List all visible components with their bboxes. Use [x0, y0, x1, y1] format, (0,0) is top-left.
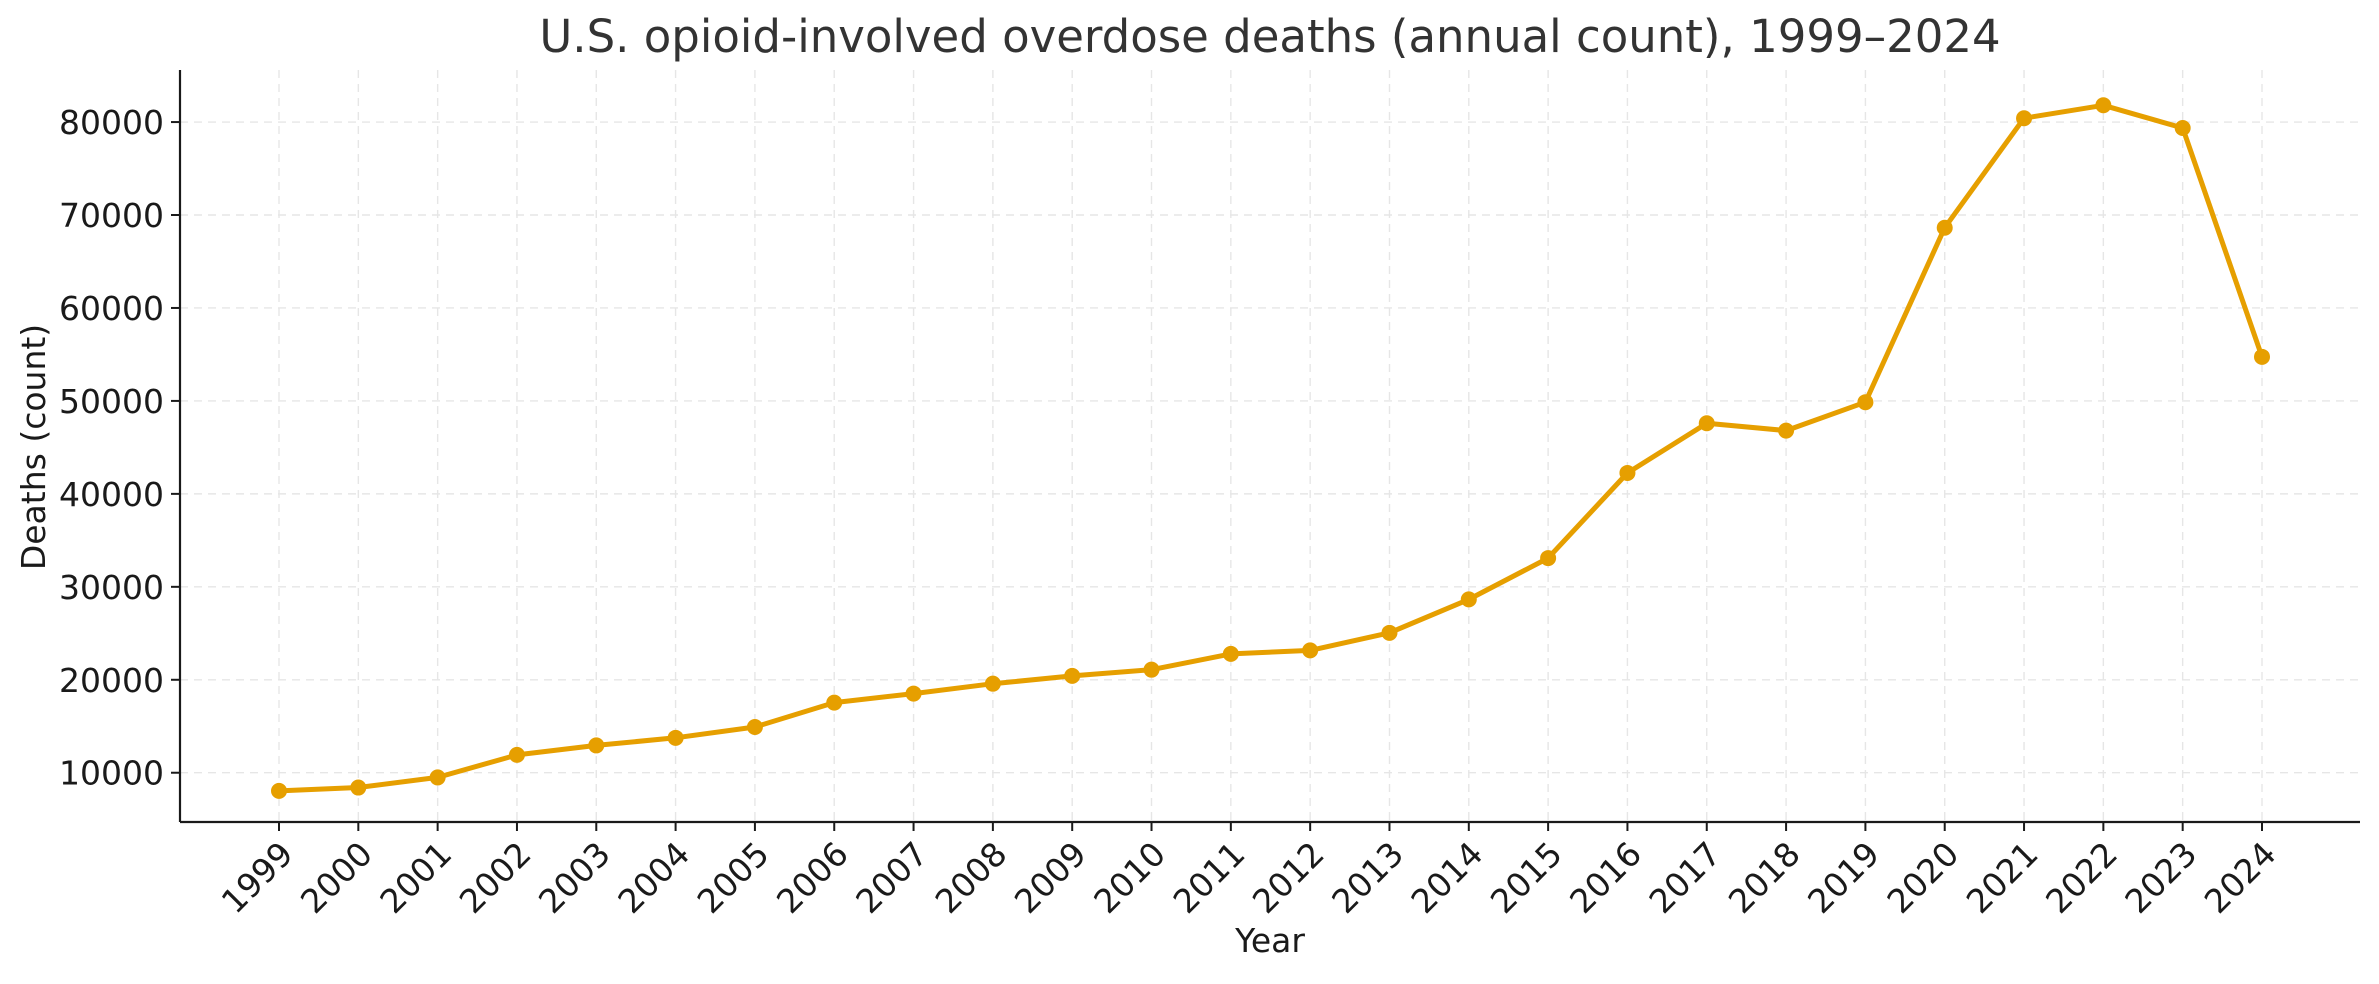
- series: [271, 97, 2270, 799]
- x-tick-label: 2012: [1245, 834, 1332, 921]
- data-point-2014: [1460, 591, 1477, 608]
- x-tick-label: 2004: [610, 834, 697, 921]
- x-tick-label: 2024: [2197, 834, 2284, 921]
- x-tick-label: 2007: [848, 834, 935, 921]
- y-tick-label: 30000: [59, 568, 164, 607]
- data-point-2007: [905, 685, 922, 702]
- y-tick-label: 70000: [59, 196, 164, 235]
- data-point-2000: [350, 779, 367, 796]
- data-point-2015: [1540, 550, 1557, 567]
- data-point-2013: [1381, 624, 1398, 641]
- y-tick-label: 50000: [59, 382, 164, 421]
- data-point-2023: [2174, 120, 2191, 137]
- x-tick-label: 2014: [1403, 834, 1490, 921]
- x-tick-label: 2013: [1324, 834, 1411, 921]
- x-tick-label: 2023: [2117, 834, 2204, 921]
- data-point-2016: [1619, 464, 1636, 481]
- series-line: [276, 102, 2265, 794]
- x-tick-label: 2000: [293, 834, 380, 921]
- x-tick-label: 2010: [1086, 834, 1173, 921]
- x-tick-label: 2009: [1007, 834, 1094, 921]
- x-tick-label: 2006: [769, 834, 856, 921]
- x-tick-label: 2022: [2038, 834, 2125, 921]
- data-point-2009: [1064, 667, 1081, 684]
- data-point-2018: [1778, 422, 1795, 439]
- x-tick-label: 1999: [214, 834, 301, 921]
- y-tick-label: 20000: [59, 661, 164, 700]
- data-point-2004: [667, 729, 684, 746]
- x-tick-label: 2001: [372, 834, 459, 921]
- data-point-2020: [1936, 219, 1953, 236]
- data-point-2024: [2254, 348, 2270, 365]
- y-tick-label: 80000: [59, 103, 164, 142]
- x-tick-label: 2011: [1166, 834, 1253, 921]
- y-axis-label: Deaths (count): [14, 324, 53, 570]
- x-tick-label: 2003: [531, 834, 618, 921]
- x-tick-label: 2020: [1879, 834, 1966, 921]
- data-point-2012: [1302, 642, 1319, 659]
- data-point-2001: [429, 769, 446, 786]
- data-point-2019: [1857, 394, 1874, 411]
- y-tick-label: 10000: [59, 754, 164, 793]
- data-point-2008: [984, 675, 1001, 692]
- data-point-1999: [271, 782, 287, 799]
- x-tick-label: 2008: [928, 834, 1015, 921]
- data-point-2021: [2016, 110, 2033, 127]
- x-tick-label: 2002: [452, 834, 539, 921]
- data-point-2003: [588, 737, 605, 754]
- x-axis-label: Year: [1234, 921, 1305, 960]
- data-point-2002: [508, 746, 525, 763]
- data-point-2005: [746, 719, 763, 736]
- axes: [178, 70, 2360, 824]
- data-point-2010: [1143, 661, 1160, 678]
- y-tick-label: 40000: [59, 475, 164, 514]
- data-point-2006: [826, 694, 843, 711]
- x-tick-label: 2015: [1483, 834, 1570, 921]
- x-tick-label: 2021: [1959, 834, 2046, 921]
- data-point-2022: [2095, 97, 2112, 114]
- x-tick-label: 2016: [1562, 834, 1649, 921]
- y-tick-label: 60000: [59, 289, 164, 328]
- x-tick-label: 2018: [1721, 834, 1808, 921]
- data-point-2017: [1698, 415, 1715, 432]
- data-point-2011: [1222, 645, 1239, 662]
- chart-title: U.S. opioid-involved overdose deaths (an…: [539, 10, 2000, 63]
- gridlines: [180, 70, 2360, 822]
- x-tick-label: 2019: [1800, 834, 1887, 921]
- x-tick-label: 2005: [690, 834, 777, 921]
- x-tick-label: 2017: [1641, 834, 1728, 921]
